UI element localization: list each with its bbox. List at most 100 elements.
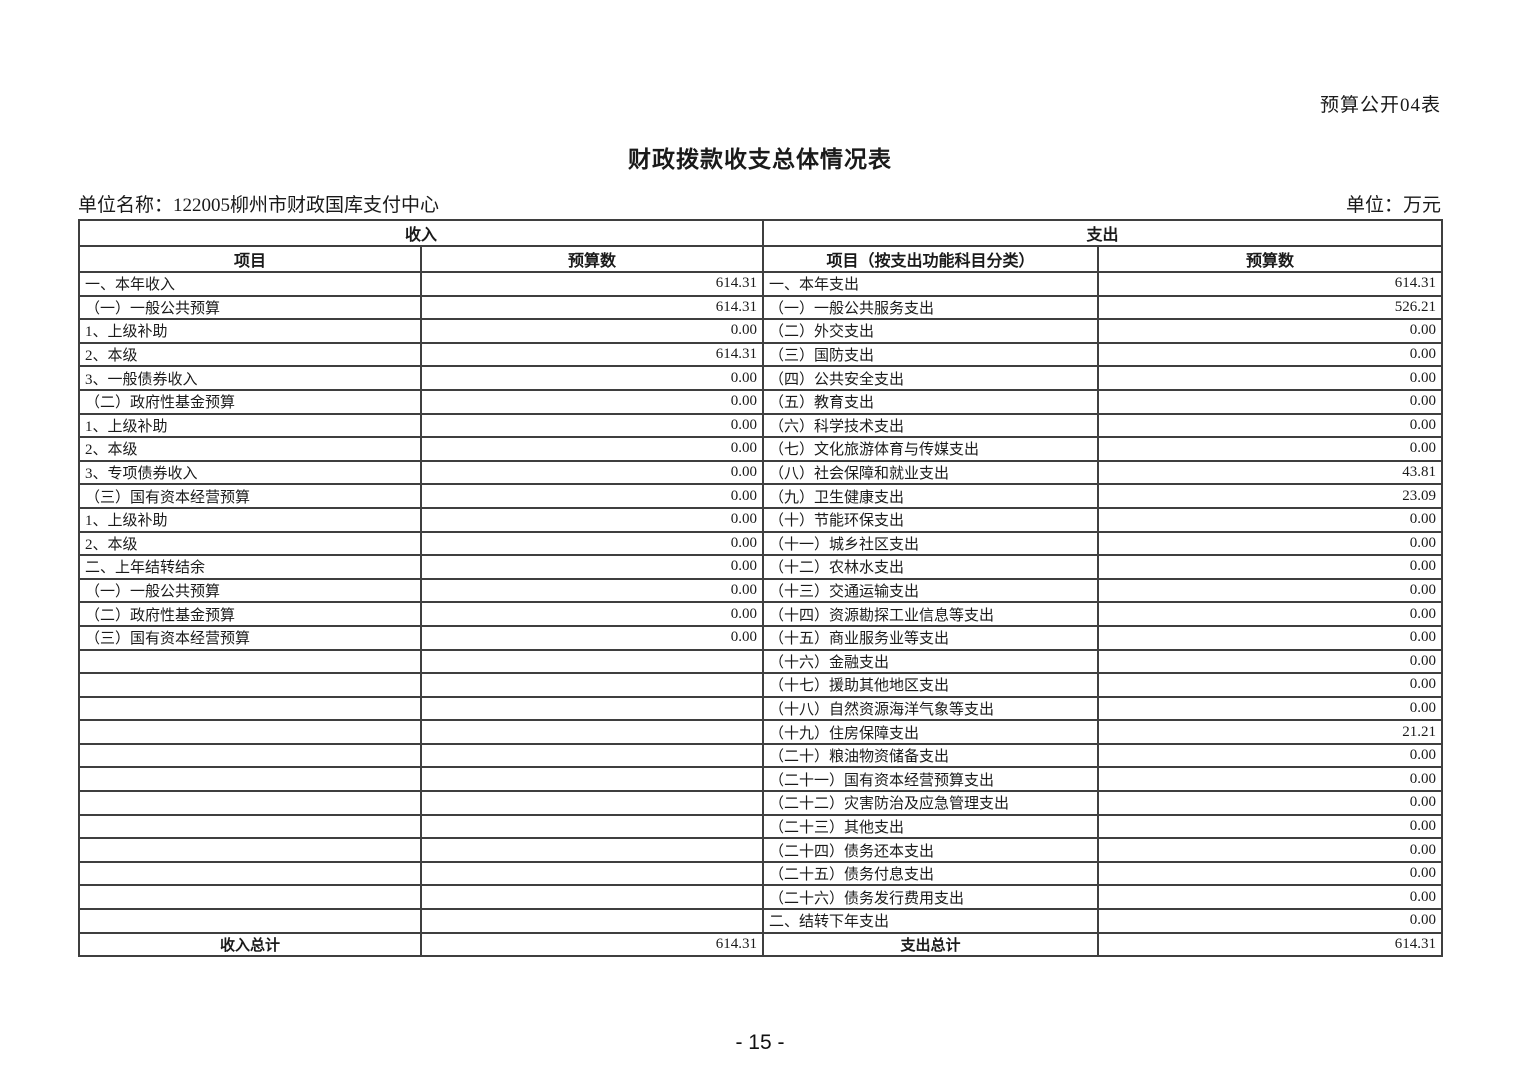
revenue-total-value: 614.31 <box>419 931 765 958</box>
row-label: 1、上级补助 <box>78 318 422 344</box>
row-value <box>419 860 765 887</box>
row-label: （一）一般公共预算 <box>78 577 422 604</box>
row-label: （十七）援助其他地区支出 <box>762 672 1100 698</box>
row-value <box>419 742 765 769</box>
table-row: 二、结转下年支出 0.00 <box>78 908 1444 934</box>
row-value: 0.00 <box>1097 388 1444 415</box>
table-row: 1、上级补助 0.00 （十）节能环保支出 0.00 <box>78 506 1444 533</box>
row-label: 3、专项债券收入 <box>78 459 422 486</box>
row-label <box>78 884 422 911</box>
page-title: 财政拨款收支总体情况表 <box>628 147 892 172</box>
row-label: （十）节能环保支出 <box>762 506 1100 533</box>
table-row: （三）国有资本经营预算 0.00 （十五）商业服务业等支出 0.00 <box>78 624 1444 651</box>
row-label: 2、本级 <box>78 341 422 368</box>
table-row: （二十三）其他支出 0.00 <box>78 813 1444 840</box>
row-value: 0.00 <box>1097 365 1444 391</box>
row-label: （二十六）债务发行费用支出 <box>762 884 1100 911</box>
row-label: （二十五）债务付息支出 <box>762 860 1100 887</box>
row-label: （二）政府性基金预算 <box>78 601 422 627</box>
row-label: 2、本级 <box>78 436 422 462</box>
row-value: 614.31 <box>419 341 765 368</box>
row-label <box>78 908 422 934</box>
row-label: 一、本年收入 <box>78 271 422 297</box>
row-label: （三）国防支出 <box>762 341 1100 368</box>
row-value <box>419 695 765 722</box>
row-label: （五）教育支出 <box>762 388 1100 415</box>
table-row: 1、上级补助 0.00 （二）外交支出 0.00 <box>78 318 1444 344</box>
row-label: （二十）粮油物资储备支出 <box>762 742 1100 769</box>
row-label <box>78 648 422 675</box>
row-label: （二十一）国有资本经营预算支出 <box>762 766 1100 793</box>
row-label: （七）文化旅游体育与传媒支出 <box>762 436 1100 462</box>
row-label: （十八）自然资源海洋气象等支出 <box>762 695 1100 722</box>
table-row: 1、上级补助 0.00 （六）科学技术支出 0.00 <box>78 412 1444 439</box>
row-label: （四）公共安全支出 <box>762 365 1100 391</box>
row-label: （八）社会保障和就业支出 <box>762 459 1100 486</box>
table-row: （二十六）债务发行费用支出 0.00 <box>78 884 1444 911</box>
row-value <box>419 908 765 934</box>
row-value: 0.00 <box>1097 860 1444 887</box>
row-label: （十六）金融支出 <box>762 648 1100 675</box>
form-label: 预算公开04表 <box>1319 95 1441 116</box>
row-label <box>78 672 422 698</box>
row-value: 0.00 <box>419 601 765 627</box>
section-header-row: 收入 支出 <box>77 219 1444 247</box>
revenue-section-header: 收入 <box>77 219 765 247</box>
row-value: 0.00 <box>1097 813 1444 840</box>
row-value: 0.00 <box>419 412 765 439</box>
table-row: （二十）粮油物资储备支出 0.00 <box>78 742 1444 769</box>
row-label: （六）科学技术支出 <box>762 412 1100 439</box>
row-value: 43.81 <box>1097 459 1444 486</box>
revenue-budget-column-header: 预算数 <box>419 245 765 273</box>
row-label: 二、上年结转结余 <box>78 554 422 580</box>
row-label: （十一）城乡社区支出 <box>762 530 1100 557</box>
row-value: 614.31 <box>1097 271 1444 297</box>
row-value: 23.09 <box>1097 483 1444 509</box>
table-row: （二十一）国有资本经营预算支出 0.00 <box>78 766 1444 793</box>
table-row: 2、本级 0.00 （十一）城乡社区支出 0.00 <box>78 530 1444 557</box>
row-label: 二、结转下年支出 <box>762 908 1100 934</box>
expenditure-total-label: 支出总计 <box>762 931 1100 958</box>
table-row: 2、本级 614.31 （三）国防支出 0.00 <box>78 341 1444 368</box>
row-value: 0.00 <box>419 483 765 509</box>
row-label: （三）国有资本经营预算 <box>78 483 422 509</box>
row-value: 0.00 <box>1097 436 1444 462</box>
row-label: （十九）住房保障支出 <box>762 719 1100 745</box>
budget-table: 收入 支出 项目 预算数 项目（按支出功能科目分类） 预算数 一、本年收入 614… <box>77 219 1444 958</box>
table-row: （三）国有资本经营预算 0.00 （九）卫生健康支出 23.09 <box>78 483 1444 509</box>
row-value: 0.00 <box>1097 908 1444 934</box>
row-value: 0.00 <box>1097 648 1444 675</box>
row-label: （十二）农林水支出 <box>762 554 1100 580</box>
row-value: 614.31 <box>419 294 765 321</box>
row-label <box>78 766 422 793</box>
expenditure-total-value: 614.31 <box>1097 931 1444 958</box>
table-row: （二）政府性基金预算 0.00 （十四）资源勘探工业信息等支出 0.00 <box>78 601 1444 627</box>
row-value: 0.00 <box>1097 766 1444 793</box>
row-value: 0.00 <box>1097 341 1444 368</box>
row-value: 0.00 <box>419 436 765 462</box>
row-value: 614.31 <box>419 271 765 297</box>
row-value: 0.00 <box>1097 412 1444 439</box>
row-value: 0.00 <box>419 577 765 604</box>
meta-row: 单位名称：122005柳州市财政国库支付中心 单位：万元 <box>78 190 1441 217</box>
row-value: 0.00 <box>1097 577 1444 604</box>
row-value <box>419 648 765 675</box>
row-value <box>419 837 765 863</box>
row-value: 0.00 <box>1097 884 1444 911</box>
row-label: （二十三）其他支出 <box>762 813 1100 840</box>
row-value: 0.00 <box>419 459 765 486</box>
table-row: （二）政府性基金预算 0.00 （五）教育支出 0.00 <box>78 388 1444 415</box>
table-row: （二十五）债务付息支出 0.00 <box>78 860 1444 887</box>
row-label: （三）国有资本经营预算 <box>78 624 422 651</box>
table-row: （二十四）债务还本支出 0.00 <box>78 837 1444 863</box>
table-row: 二、上年结转结余 0.00 （十二）农林水支出 0.00 <box>78 554 1444 580</box>
row-label <box>78 719 422 745</box>
row-label: （十三）交通运输支出 <box>762 577 1100 604</box>
row-label: （二十二）灾害防治及应急管理支出 <box>762 790 1100 816</box>
row-label: 2、本级 <box>78 530 422 557</box>
row-label <box>78 860 422 887</box>
row-value: 0.00 <box>1097 695 1444 722</box>
row-label: （十四）资源勘探工业信息等支出 <box>762 601 1100 627</box>
row-label: 1、上级补助 <box>78 506 422 533</box>
row-value <box>419 790 765 816</box>
